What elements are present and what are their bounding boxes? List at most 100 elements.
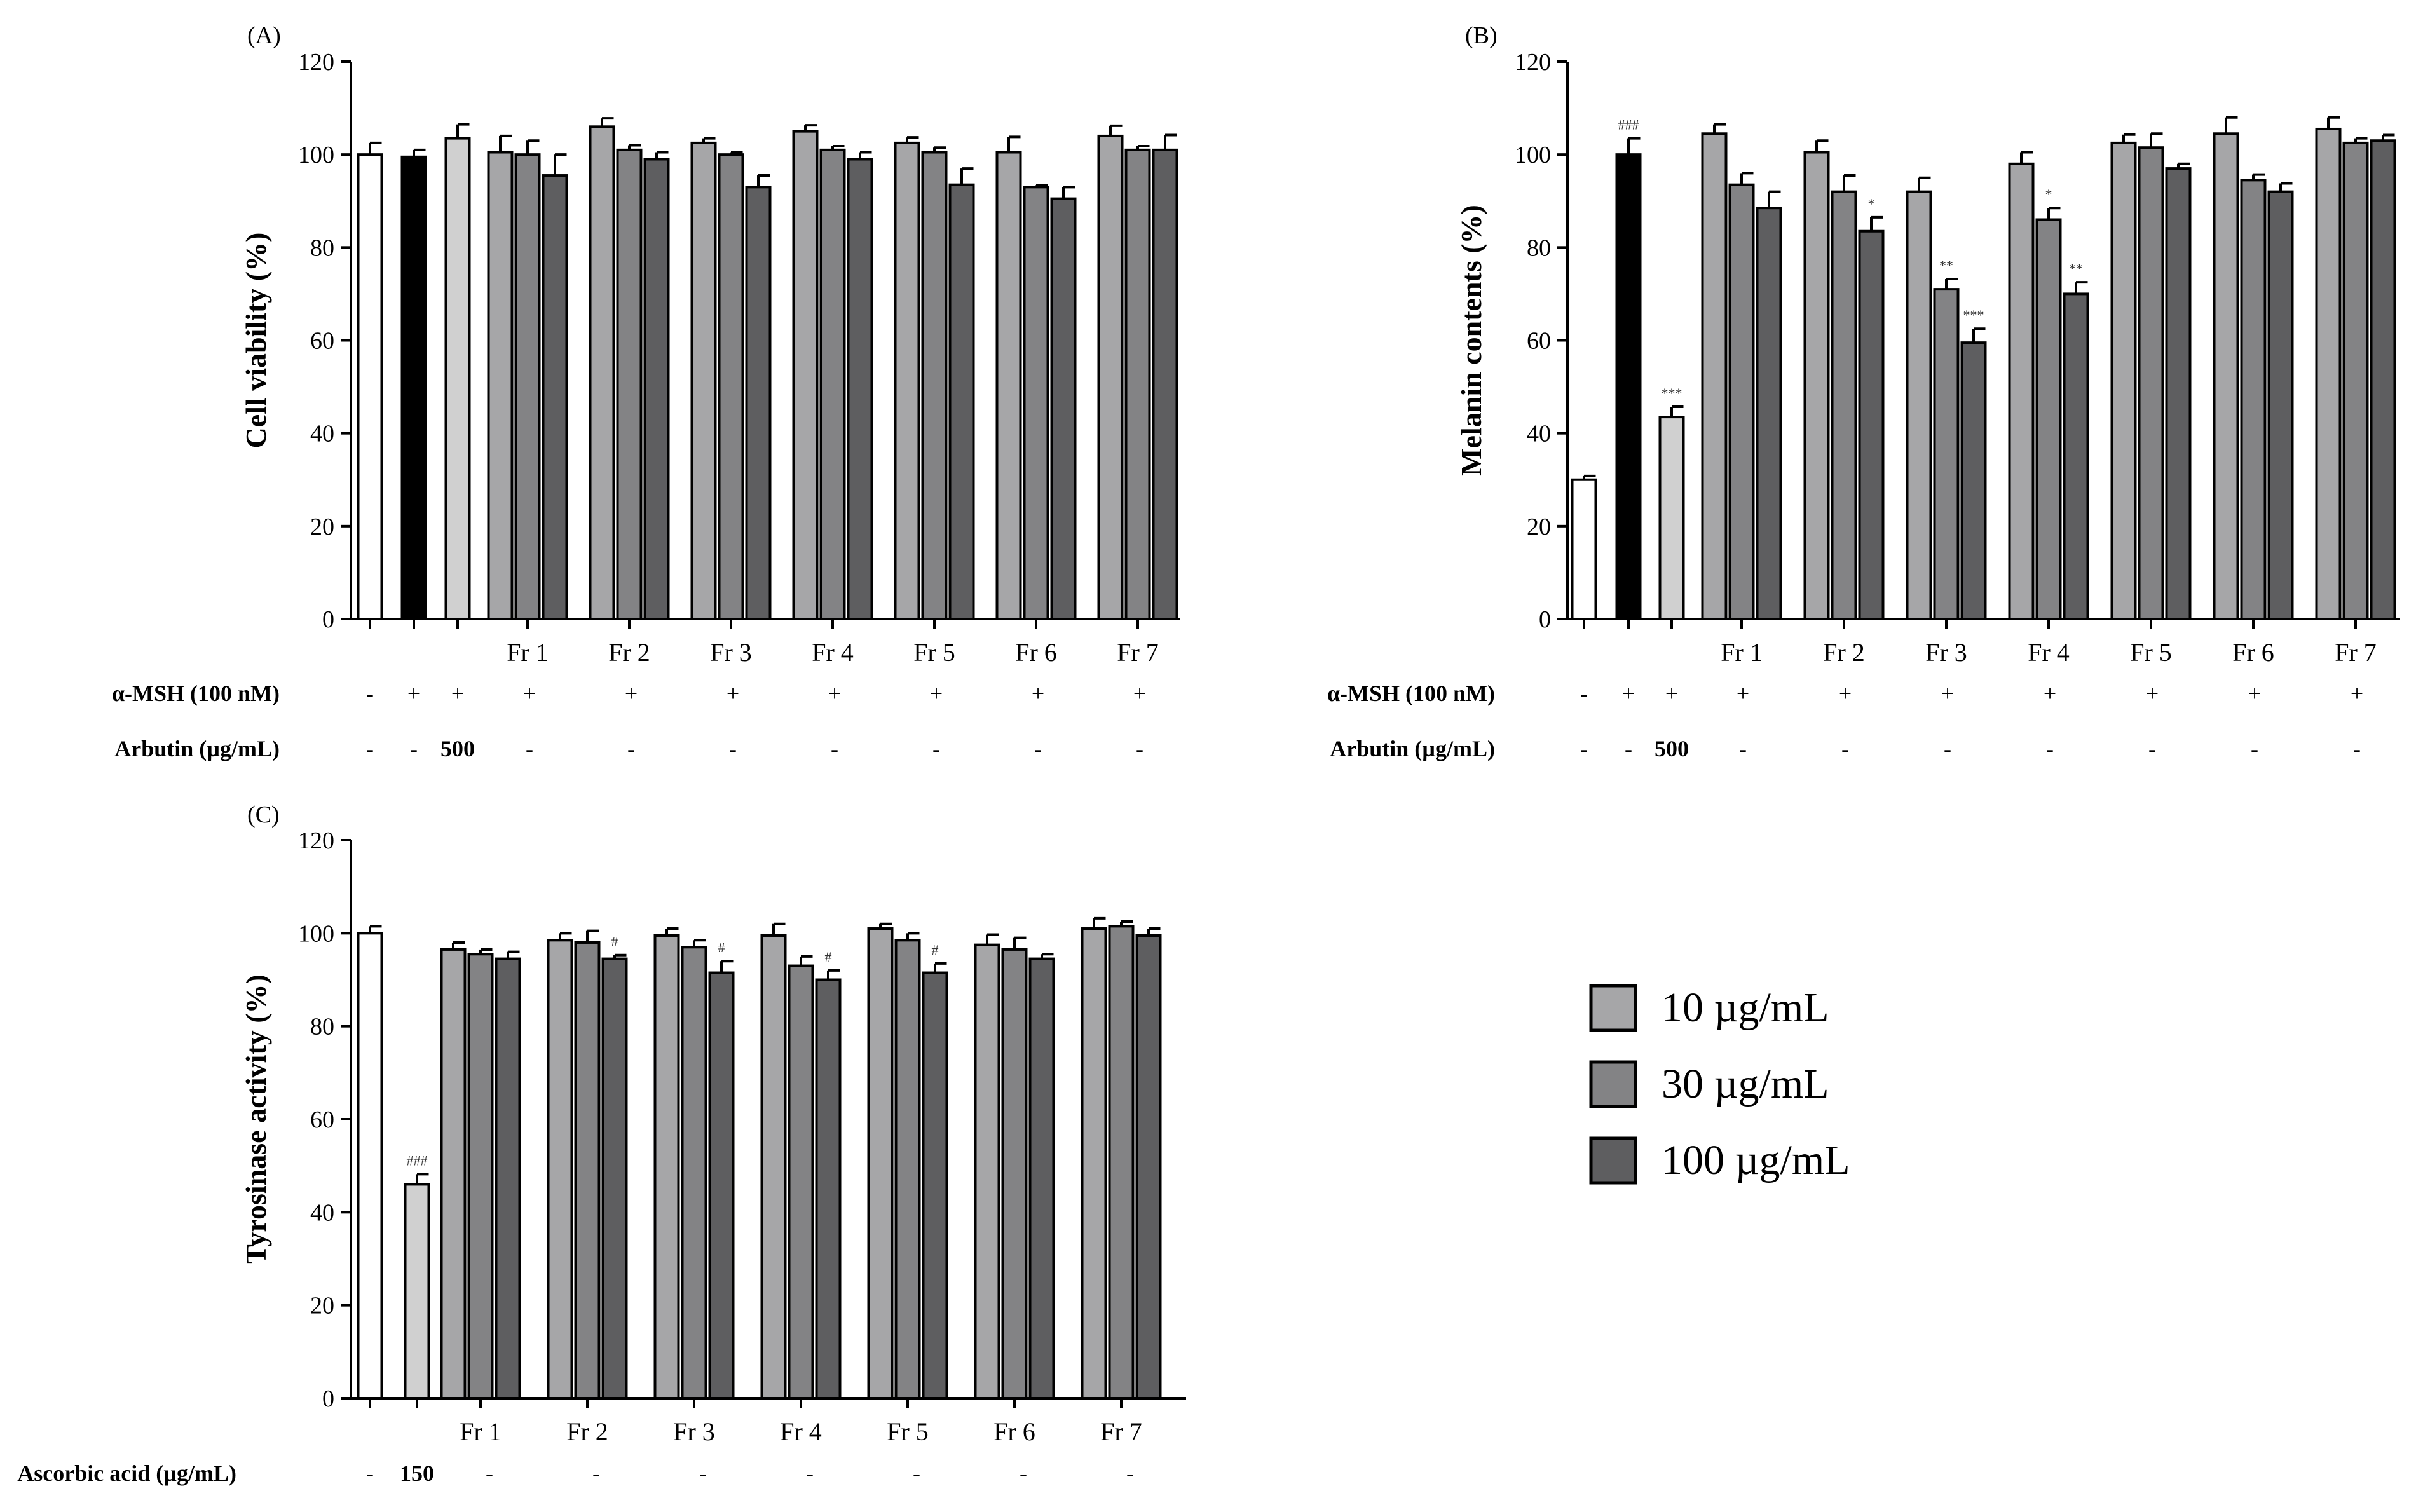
group-label: Fr 4 (2028, 638, 2070, 667)
bar-c10 (487, 151, 514, 620)
bar-c100 (2370, 139, 2396, 621)
bar-c30 (819, 148, 846, 620)
group-label: Fr 6 (993, 1417, 1035, 1446)
condition-value: + (407, 681, 420, 706)
panel-b-melanin-contents: (B) Melanin contents (%) 0 20 40 60 80 100 120 ##… (1327, 22, 2400, 761)
bar-c100 (1135, 934, 1162, 1400)
condition-label: Arbutin (µg/mL) (1330, 736, 1495, 761)
bar-c100 (708, 971, 735, 1400)
y-tick-label: 60 (310, 328, 334, 355)
significance-mark: *** (1662, 385, 1682, 401)
y-tick-label: 20 (1527, 514, 1551, 540)
legend-swatch (1589, 1136, 1637, 1185)
condition-value: - (627, 736, 635, 761)
group-label: Fr 4 (780, 1417, 822, 1446)
bar-c10 (867, 927, 894, 1400)
bar-control (1658, 416, 1685, 621)
y-tick-label: 120 (298, 828, 334, 854)
bar-c10 (995, 151, 1022, 620)
condition-value: - (592, 1461, 600, 1486)
condition-value: + (1622, 681, 1635, 706)
group-label: Fr 6 (1015, 638, 1057, 667)
bar-c100 (2063, 292, 2089, 620)
bar-c10 (894, 141, 920, 621)
bar-c100 (922, 971, 948, 1400)
bar-control (1571, 478, 1597, 620)
bar-c30 (894, 939, 921, 1400)
group-label: Fr 1 (460, 1417, 502, 1446)
condition-value: + (1665, 681, 1678, 706)
bar-c10 (1701, 132, 1728, 620)
condition-value: - (1136, 736, 1143, 761)
y-tick-label: 0 (322, 606, 334, 633)
condition-value: + (2044, 681, 2056, 706)
condition-value: - (1625, 736, 1632, 761)
bar-c100 (1756, 207, 1782, 620)
bar-c30 (1001, 948, 1028, 1400)
bar-c10 (792, 130, 819, 620)
bar-c10 (653, 934, 680, 1400)
bar-c10 (2213, 132, 2239, 620)
significance-mark: # (825, 949, 832, 965)
bar-c30 (1124, 148, 1151, 620)
group-label: Fr 6 (2232, 638, 2274, 667)
legend-swatch (1589, 1060, 1637, 1108)
condition-value: + (625, 681, 638, 706)
condition-value: - (1580, 736, 1588, 761)
y-tick-label: 0 (1539, 606, 1551, 633)
condition-value: + (523, 681, 536, 706)
bar-c10 (547, 939, 573, 1400)
bar-c10 (974, 943, 1000, 1400)
bar-c100 (1960, 341, 1987, 620)
bar-c30 (681, 946, 707, 1400)
condition-value: + (930, 681, 943, 706)
condition-value: + (1941, 681, 1954, 706)
bar-control (400, 155, 427, 620)
condition-label: α-MSH (100 nM) (1327, 681, 1495, 706)
bar-c100 (2165, 167, 2192, 620)
condition-value: - (1126, 1461, 1134, 1486)
bar-c30 (2240, 179, 2267, 620)
y-tick-label: 120 (1515, 49, 1551, 76)
y-tick-label: 0 (322, 1386, 334, 1412)
condition-value: + (451, 681, 464, 706)
condition-value: + (828, 681, 841, 706)
condition-value: - (913, 1461, 920, 1486)
group-label: Fr 5 (913, 638, 955, 667)
condition-value: - (486, 1461, 493, 1486)
bar-c30 (467, 953, 494, 1400)
bar-c100 (1152, 148, 1178, 620)
legend-label: 30 µg/mL (1662, 1061, 1829, 1107)
bar-c10 (690, 141, 717, 621)
bar-c100 (1858, 229, 1885, 621)
bar-c100 (745, 186, 772, 620)
condition-value: - (366, 736, 374, 761)
group-label: Fr 5 (2130, 638, 2172, 667)
y-tick-label: 80 (310, 1014, 334, 1040)
panel-label: (B) (1465, 22, 1498, 49)
bar-control (444, 137, 471, 620)
bar-control (404, 1183, 430, 1400)
bar-c100 (495, 957, 521, 1400)
bar-c100 (948, 183, 975, 620)
legend-label: 10 µg/mL (1662, 984, 1829, 1031)
significance-mark: ### (407, 1152, 428, 1168)
condition-value: - (1841, 736, 1849, 761)
bar-control (1615, 153, 1642, 620)
bar-c10 (1803, 151, 1830, 620)
bar-c100 (1028, 957, 1055, 1400)
significance-mark: # (611, 934, 618, 950)
significance-mark: ### (1618, 117, 1639, 133)
bar-c30 (788, 964, 814, 1400)
group-label: Fr 1 (507, 638, 549, 667)
group-label: Fr 3 (1925, 638, 1967, 667)
condition-value: 500 (440, 736, 475, 761)
condition-value: + (1737, 681, 1749, 706)
condition-value: - (1020, 1461, 1027, 1486)
condition-value: - (699, 1461, 707, 1486)
significance-mark: ** (1939, 257, 1953, 273)
panel-label: (A) (247, 22, 281, 49)
bar-c30 (2342, 141, 2369, 621)
condition-value: - (2046, 736, 2054, 761)
y-tick-label: 40 (310, 421, 334, 447)
